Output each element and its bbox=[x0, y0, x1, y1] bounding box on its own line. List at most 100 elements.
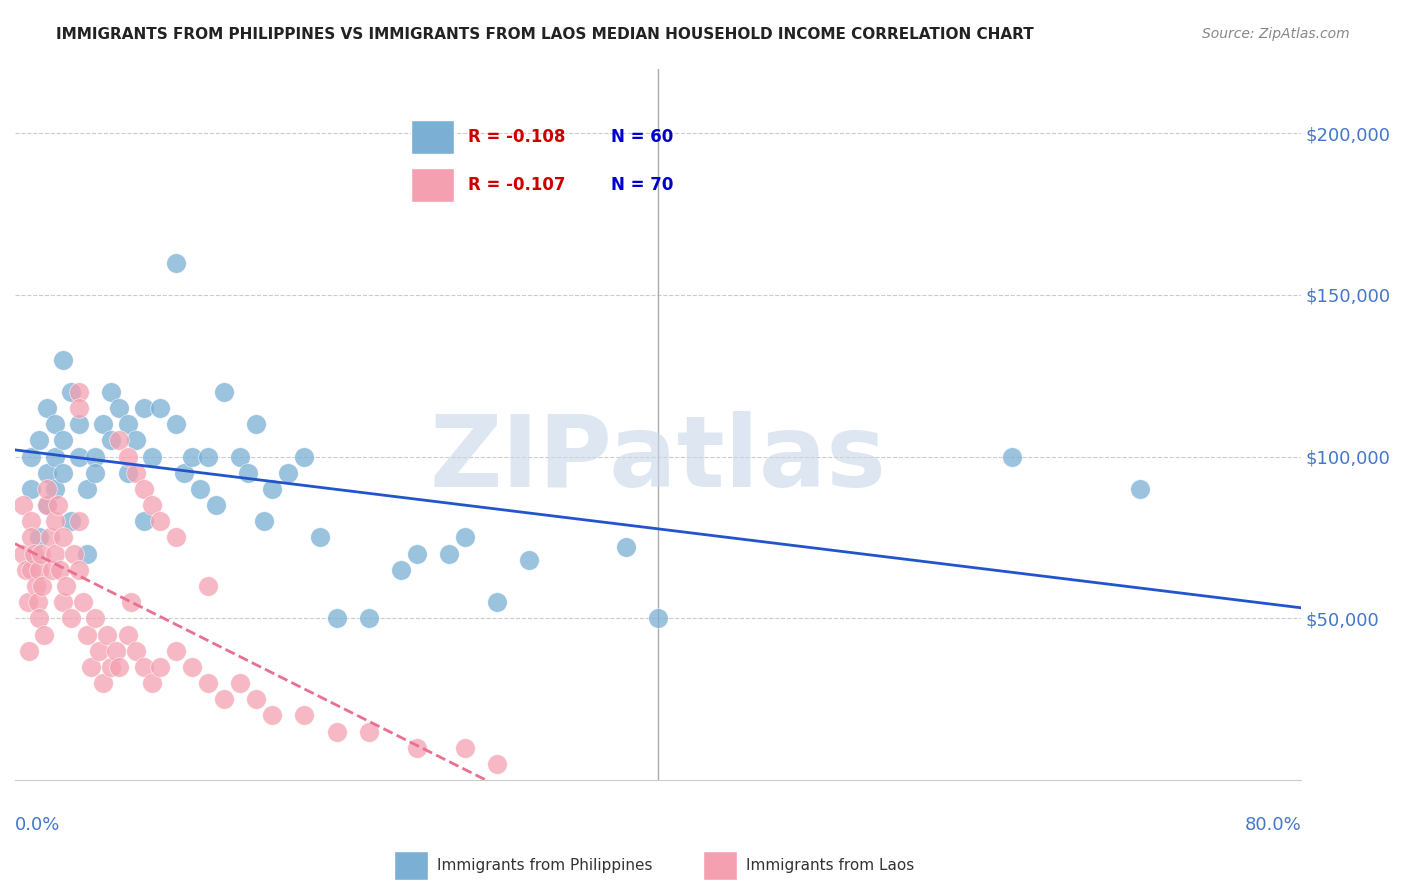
Point bbox=[84, 450, 107, 464]
Point bbox=[309, 531, 332, 545]
Point bbox=[44, 450, 66, 464]
Point bbox=[486, 595, 509, 609]
Point bbox=[454, 531, 477, 545]
Point bbox=[20, 531, 42, 545]
Point bbox=[63, 547, 86, 561]
Point bbox=[20, 450, 42, 464]
Point bbox=[28, 563, 51, 577]
Point bbox=[84, 611, 107, 625]
Point bbox=[197, 450, 219, 464]
Point bbox=[262, 708, 284, 723]
Point bbox=[49, 563, 72, 577]
Point bbox=[37, 466, 59, 480]
Point bbox=[117, 627, 139, 641]
Point bbox=[52, 595, 75, 609]
Point bbox=[76, 482, 98, 496]
Point bbox=[39, 531, 62, 545]
Point bbox=[124, 643, 146, 657]
Point bbox=[28, 611, 51, 625]
Point bbox=[212, 384, 235, 399]
Point bbox=[108, 660, 131, 674]
Point bbox=[180, 660, 202, 674]
Point bbox=[100, 384, 122, 399]
Point bbox=[93, 676, 115, 690]
Point bbox=[614, 540, 637, 554]
Point bbox=[67, 417, 90, 432]
Point bbox=[277, 466, 299, 480]
Point bbox=[325, 724, 347, 739]
Point bbox=[165, 643, 187, 657]
Point bbox=[519, 553, 541, 567]
Point bbox=[72, 595, 94, 609]
Point bbox=[229, 676, 252, 690]
Point bbox=[44, 482, 66, 496]
Point bbox=[60, 514, 83, 528]
Text: 0.0%: 0.0% bbox=[15, 815, 60, 834]
Point bbox=[197, 579, 219, 593]
Point bbox=[52, 466, 75, 480]
Point bbox=[292, 708, 315, 723]
Point bbox=[79, 660, 101, 674]
Point bbox=[437, 547, 460, 561]
Point bbox=[30, 547, 52, 561]
Point bbox=[245, 692, 267, 706]
Point bbox=[1001, 450, 1024, 464]
Point bbox=[28, 531, 51, 545]
Point bbox=[60, 384, 83, 399]
Point bbox=[37, 482, 59, 496]
Point bbox=[236, 466, 259, 480]
Point bbox=[37, 401, 59, 416]
Point bbox=[141, 498, 163, 512]
Point bbox=[117, 466, 139, 480]
Point bbox=[22, 547, 45, 561]
Point bbox=[55, 579, 77, 593]
Point bbox=[389, 563, 412, 577]
Point bbox=[141, 676, 163, 690]
Point bbox=[28, 434, 51, 448]
Point bbox=[197, 676, 219, 690]
Point bbox=[27, 595, 49, 609]
Point bbox=[180, 450, 202, 464]
Bar bbox=[703, 851, 737, 880]
Point bbox=[96, 627, 118, 641]
Point bbox=[120, 595, 142, 609]
Point bbox=[84, 466, 107, 480]
Point bbox=[486, 756, 509, 771]
Point bbox=[31, 579, 53, 593]
Point bbox=[41, 563, 63, 577]
Point bbox=[229, 450, 252, 464]
Point bbox=[37, 498, 59, 512]
Point bbox=[52, 352, 75, 367]
Point bbox=[52, 434, 75, 448]
Point bbox=[76, 547, 98, 561]
Point bbox=[165, 417, 187, 432]
Point bbox=[44, 514, 66, 528]
Point bbox=[25, 579, 48, 593]
Point bbox=[100, 434, 122, 448]
Point bbox=[165, 255, 187, 269]
Point bbox=[357, 724, 380, 739]
Point bbox=[67, 401, 90, 416]
Point bbox=[108, 434, 131, 448]
Point bbox=[357, 611, 380, 625]
Point bbox=[173, 466, 195, 480]
Point bbox=[406, 740, 429, 755]
Text: Source: ZipAtlas.com: Source: ZipAtlas.com bbox=[1202, 27, 1350, 41]
Point bbox=[124, 466, 146, 480]
Point bbox=[76, 627, 98, 641]
Point bbox=[44, 547, 66, 561]
Point bbox=[87, 643, 110, 657]
Point bbox=[262, 482, 284, 496]
Point bbox=[325, 611, 347, 625]
Point bbox=[292, 450, 315, 464]
Point bbox=[52, 531, 75, 545]
Point bbox=[67, 514, 90, 528]
Point bbox=[253, 514, 276, 528]
Point bbox=[20, 514, 42, 528]
Point bbox=[18, 643, 41, 657]
Point bbox=[67, 450, 90, 464]
Point bbox=[165, 531, 187, 545]
Text: Immigrants from Philippines: Immigrants from Philippines bbox=[437, 858, 652, 872]
Point bbox=[188, 482, 211, 496]
Point bbox=[149, 514, 172, 528]
